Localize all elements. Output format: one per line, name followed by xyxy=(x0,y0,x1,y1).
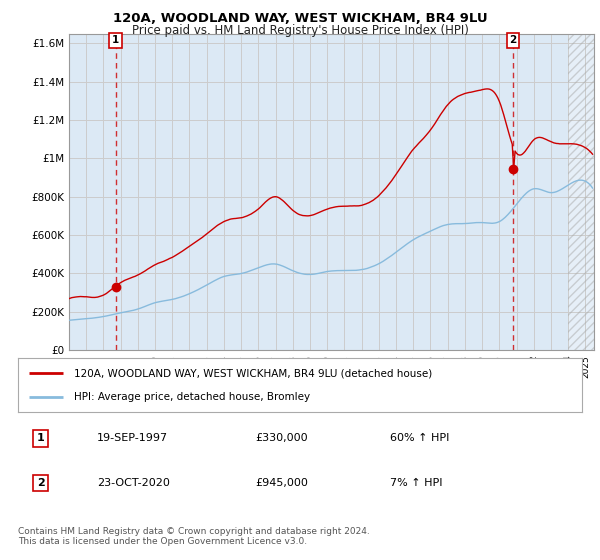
Text: Price paid vs. HM Land Registry's House Price Index (HPI): Price paid vs. HM Land Registry's House … xyxy=(131,24,469,37)
Bar xyxy=(568,34,594,350)
Text: 1: 1 xyxy=(37,433,44,443)
Text: 60% ↑ HPI: 60% ↑ HPI xyxy=(390,433,449,443)
Text: 120A, WOODLAND WAY, WEST WICKHAM, BR4 9LU (detached house): 120A, WOODLAND WAY, WEST WICKHAM, BR4 9L… xyxy=(74,368,433,379)
Text: 19-SEP-1997: 19-SEP-1997 xyxy=(97,433,168,443)
Text: 1: 1 xyxy=(112,35,119,45)
Text: 7% ↑ HPI: 7% ↑ HPI xyxy=(390,478,443,488)
Text: 120A, WOODLAND WAY, WEST WICKHAM, BR4 9LU: 120A, WOODLAND WAY, WEST WICKHAM, BR4 9L… xyxy=(113,12,487,25)
Text: £945,000: £945,000 xyxy=(255,478,308,488)
Text: Contains HM Land Registry data © Crown copyright and database right 2024.
This d: Contains HM Land Registry data © Crown c… xyxy=(18,526,370,546)
Text: 2: 2 xyxy=(37,478,44,488)
Text: HPI: Average price, detached house, Bromley: HPI: Average price, detached house, Brom… xyxy=(74,391,311,402)
Text: 2: 2 xyxy=(509,35,517,45)
Text: 23-OCT-2020: 23-OCT-2020 xyxy=(97,478,170,488)
Text: £330,000: £330,000 xyxy=(255,433,308,443)
